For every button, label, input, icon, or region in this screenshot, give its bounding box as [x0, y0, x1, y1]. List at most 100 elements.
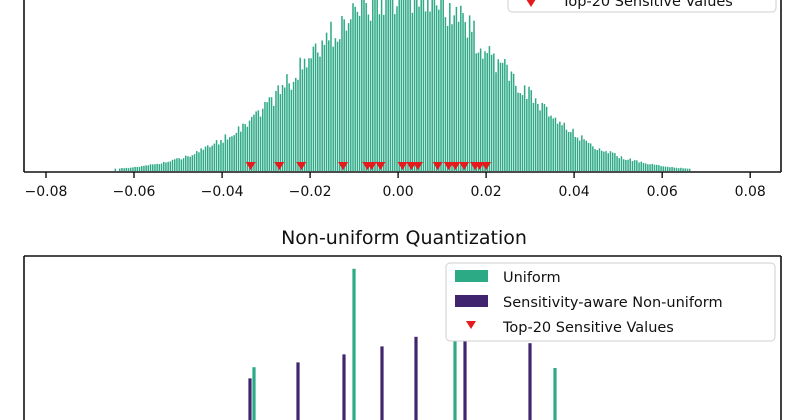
- histogram-bar: [242, 123, 244, 171]
- histogram-bar: [686, 168, 689, 171]
- histogram-bar: [435, 5, 438, 172]
- sensitive-value-marker: [412, 162, 423, 170]
- histogram-bar: [655, 164, 658, 171]
- histogram-bar: [266, 102, 268, 171]
- histogram-bar: [385, 0, 387, 171]
- x-tick-label: −0.02: [289, 184, 332, 200]
- histogram-bar: [290, 89, 293, 171]
- histogram-bar: [149, 164, 152, 171]
- histogram-bar: [396, 6, 398, 172]
- histogram-bar: [376, 0, 378, 171]
- histogram-bar: [255, 111, 257, 171]
- histogram-bar: [332, 46, 334, 171]
- histogram-bar: [462, 13, 464, 172]
- histogram-bar: [543, 104, 546, 171]
- x-tick-label: −0.06: [113, 184, 156, 200]
- histogram-bar: [162, 161, 165, 171]
- sensitive-value-marker: [338, 162, 349, 170]
- histogram-bar: [176, 158, 178, 171]
- histogram-bar: [209, 147, 211, 171]
- histogram-bar: [424, 11, 427, 171]
- histogram-bar: [279, 94, 282, 171]
- histogram-bar: [517, 92, 519, 171]
- histogram-bar: [200, 148, 202, 171]
- histogram-bar: [253, 114, 255, 171]
- x-tick-label: 0.02: [471, 184, 502, 200]
- histogram-bar: [554, 117, 557, 171]
- histogram-bar: [677, 168, 680, 171]
- histogram-bar: [363, 0, 365, 171]
- nonuniform-bar: [342, 354, 346, 420]
- histogram-bar: [325, 32, 328, 171]
- histogram-bar: [295, 77, 297, 171]
- histogram-bar: [259, 116, 262, 171]
- histogram-bar: [552, 118, 554, 171]
- histogram-bar: [596, 150, 598, 171]
- histogram-bar: [262, 108, 264, 171]
- histogram-bar: [369, 20, 372, 171]
- histogram-bar: [675, 167, 678, 171]
- histogram-bar: [220, 139, 222, 171]
- histogram-bar: [405, 0, 407, 171]
- histogram-bar: [640, 161, 643, 171]
- histogram-bar: [314, 43, 317, 171]
- nonuniform-bar: [296, 362, 300, 420]
- histogram-bar: [167, 161, 169, 171]
- histogram-bar: [341, 15, 343, 171]
- legend-sensitive-marker-icon: [466, 321, 476, 329]
- x-axis-tick-labels: −0.08 −0.06 −0.04 −0.02 0.00 0.02 0.04 0.06 0.08: [25, 184, 766, 200]
- nonuniform-bar: [414, 336, 418, 420]
- histogram-bar: [471, 31, 473, 171]
- histogram-bar: [647, 164, 649, 171]
- histogram-bar: [273, 105, 275, 171]
- histogram-bar: [431, 0, 433, 171]
- histogram-bar: [561, 125, 563, 171]
- histogram-bar: [330, 21, 332, 172]
- histogram-bar: [479, 48, 482, 171]
- histogram-bar: [600, 150, 603, 171]
- histogram-bar: [537, 103, 539, 171]
- histogram-bar: [251, 116, 253, 171]
- histogram-bar: [237, 126, 240, 171]
- histogram-bar: [427, 0, 429, 171]
- histogram-bar: [147, 165, 150, 171]
- histogram-bar: [669, 167, 671, 171]
- histogram-bar: [449, 2, 451, 172]
- histogram-bar: [187, 156, 189, 171]
- histogram-bar: [510, 71, 513, 171]
- histogram-bar: [530, 90, 532, 171]
- histogram-bar: [129, 167, 132, 171]
- histogram-bar: [422, 0, 425, 171]
- top-legend-label: Top-20 Sensitive Values: [561, 0, 733, 10]
- histogram-bar: [354, 6, 356, 172]
- x-axis-ticks: [45, 172, 751, 178]
- histogram-bar: [169, 161, 172, 171]
- histogram-bar: [207, 145, 209, 171]
- histogram-bar: [303, 58, 306, 171]
- histogram-bar: [310, 58, 312, 171]
- sensitive-value-marker: [481, 162, 492, 170]
- nonuniform-bars: [248, 330, 532, 420]
- histogram-bar: [374, 0, 376, 171]
- histogram-bar: [134, 166, 136, 171]
- histogram-bar: [581, 135, 583, 171]
- histogram-bar: [196, 151, 198, 171]
- histogram-bar: [622, 159, 625, 171]
- histogram-bar: [446, 25, 449, 171]
- histogram-bar: [671, 166, 673, 171]
- histogram-bar: [466, 37, 469, 172]
- histogram-bar: [270, 97, 273, 171]
- sensitive-value-marker: [443, 162, 454, 170]
- sensitive-value-marker: [450, 162, 461, 170]
- histogram-bar: [277, 85, 279, 171]
- histogram-bar: [578, 140, 581, 171]
- histogram-bar: [383, 14, 385, 171]
- bottom-legend-box: [445, 262, 776, 342]
- histogram-bar: [416, 0, 418, 171]
- histogram-bar: [297, 79, 299, 171]
- uniform-bar: [453, 303, 457, 420]
- histogram-bar: [358, 15, 361, 171]
- histogram-bar: [323, 44, 326, 171]
- histogram-bar: [136, 166, 139, 171]
